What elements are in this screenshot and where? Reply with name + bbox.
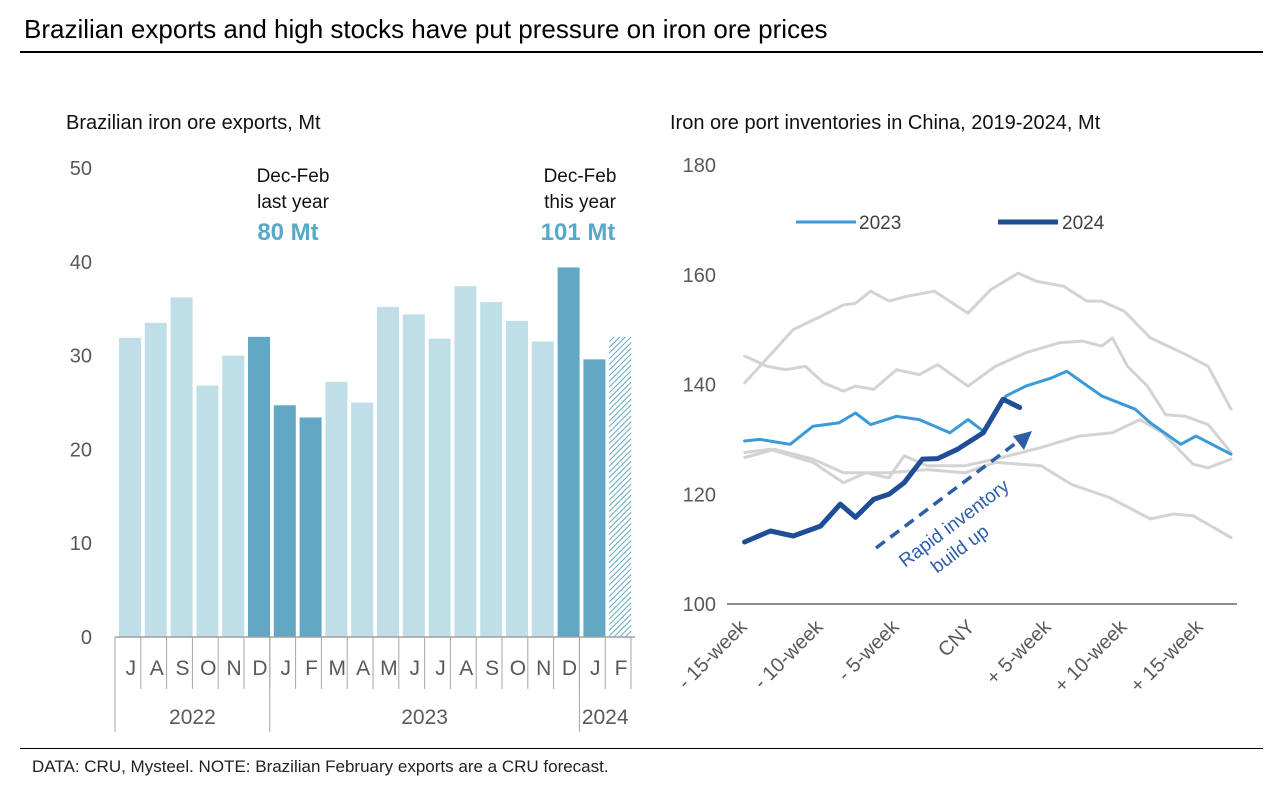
arrow-head-icon <box>1013 431 1032 450</box>
bar-7 <box>299 417 322 637</box>
annotation-this-year-line2: this year <box>544 192 616 213</box>
annotation-last-year-value: 80 Mt <box>257 219 318 246</box>
x-tick-label: J <box>280 657 291 680</box>
legend-label-2023: 2023 <box>859 213 901 234</box>
bar-15 <box>506 320 528 637</box>
bar-9 <box>351 402 374 637</box>
x-tick-label: F <box>615 657 628 680</box>
bar-5 <box>248 336 270 637</box>
x-tick-label: + 5-week <box>982 615 1056 689</box>
bar-4 <box>222 355 245 637</box>
x-tick-label: D <box>562 657 577 680</box>
y-tick-label: 120 <box>683 484 716 506</box>
x-tick-label: CNY <box>934 616 979 661</box>
x-tick-label: J <box>590 657 601 680</box>
title-divider <box>20 51 1263 53</box>
footer-divider <box>20 748 1263 749</box>
bar-18 <box>583 359 606 637</box>
x-tick-label: M <box>329 657 347 680</box>
x-tick-label: - 10-week <box>750 615 828 693</box>
build-up-arrow <box>874 431 1032 550</box>
legend-label-2024: 2024 <box>1062 213 1105 234</box>
x-tick-label: J <box>435 657 446 680</box>
bar-6 <box>273 405 296 637</box>
x-tick-label: N <box>536 657 551 680</box>
x-tick-label: O <box>200 657 216 680</box>
x-tick-label: J <box>409 657 420 680</box>
bar-16 <box>531 341 554 637</box>
y-tick-label: 180 <box>683 155 716 177</box>
year-label: 2022 <box>169 706 216 729</box>
x-tick-label: - 15-week <box>674 615 752 693</box>
x-tick-label: J <box>126 657 137 680</box>
bar-8 <box>325 381 348 637</box>
history-line-1 <box>743 336 1233 454</box>
bar-3 <box>196 385 219 637</box>
bar-10 <box>377 306 399 637</box>
bar-14 <box>480 302 503 637</box>
y-tick-label: 50 <box>70 158 92 180</box>
bar-13 <box>454 286 477 637</box>
annotation-this-year-line1: Dec-Feb <box>544 166 617 187</box>
year-label: 2024 <box>582 706 629 729</box>
history-line-0 <box>743 271 1233 411</box>
y-tick-label: 160 <box>683 265 716 287</box>
bar-17 <box>557 267 580 637</box>
x-tick-label: M <box>380 657 398 680</box>
x-tick-label: A <box>459 657 473 680</box>
x-tick-label: A <box>150 657 164 680</box>
x-tick-label: A <box>356 657 370 680</box>
y-tick-label: 20 <box>70 439 92 461</box>
x-tick-label: N <box>227 657 242 680</box>
y-tick-label: 0 <box>81 627 92 649</box>
history-line-2 <box>743 418 1233 485</box>
page-title: Brazilian exports and high stocks have p… <box>24 14 828 44</box>
x-tick-label: F <box>305 657 318 680</box>
bar-2 <box>170 297 193 637</box>
left-chart-title: Brazilian iron ore exports, Mt <box>66 112 321 134</box>
right-chart-title: Iron ore port inventories in China, 2019… <box>670 112 1101 134</box>
bar-12 <box>428 338 451 637</box>
year-label: 2023 <box>401 706 448 729</box>
y-tick-label: 100 <box>683 594 716 616</box>
bar-19 <box>609 336 632 637</box>
x-tick-label: D <box>252 657 267 680</box>
x-tick-label: + 10-week <box>1050 615 1132 697</box>
series-line-2023 <box>743 369 1233 456</box>
y-tick-label: 30 <box>70 346 92 368</box>
x-tick-label: O <box>510 657 526 680</box>
x-tick-label: - 5-week <box>834 615 904 685</box>
annotation-this-year-value: 101 Mt <box>541 219 616 246</box>
annotation-last-year-line2: last year <box>257 192 329 213</box>
bar-11 <box>402 314 425 637</box>
source-note: DATA: CRU, Mysteel. NOTE: Brazilian Febr… <box>32 757 609 776</box>
x-tick-label: S <box>175 657 189 680</box>
bar-1 <box>144 322 167 637</box>
y-tick-label: 10 <box>70 533 92 555</box>
history-line-3 <box>743 447 1233 540</box>
x-tick-label: + 15-week <box>1126 615 1208 697</box>
y-tick-label: 40 <box>70 252 92 274</box>
annotation-last-year-line1: Dec-Feb <box>257 166 330 187</box>
y-tick-label: 140 <box>683 375 716 397</box>
series-line-2024 <box>742 396 1023 545</box>
x-tick-label: S <box>485 657 499 680</box>
bar-0 <box>119 337 141 637</box>
